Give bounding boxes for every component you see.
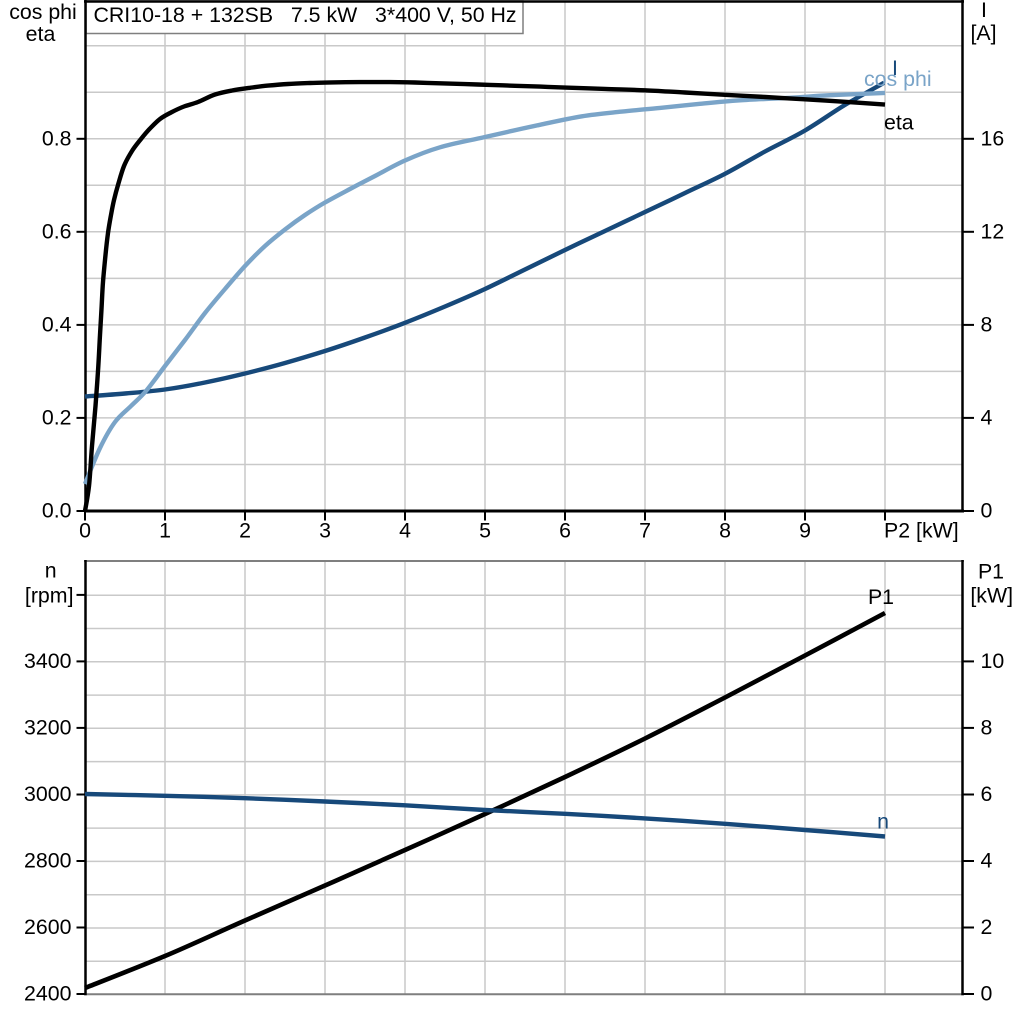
svg-text:2: 2: [239, 519, 251, 543]
svg-text:cos phi: cos phi: [864, 67, 932, 91]
svg-text:4: 4: [981, 406, 993, 430]
svg-text:1: 1: [159, 519, 171, 543]
svg-text:8: 8: [981, 313, 993, 337]
svg-text:[A]: [A]: [970, 21, 996, 45]
svg-text:8: 8: [719, 519, 731, 543]
svg-text:[rpm]: [rpm]: [25, 583, 74, 607]
svg-text:8: 8: [981, 715, 993, 739]
svg-text:12: 12: [981, 220, 1005, 244]
svg-text:9: 9: [799, 519, 811, 543]
svg-text:I: I: [892, 56, 898, 80]
svg-text:0.6: 0.6: [42, 220, 72, 244]
svg-text:0: 0: [79, 519, 91, 543]
svg-text:4: 4: [981, 848, 993, 872]
svg-text:0.0: 0.0: [42, 499, 72, 523]
svg-text:P1: P1: [868, 585, 894, 609]
svg-text:4: 4: [399, 519, 411, 543]
svg-text:10: 10: [981, 649, 1005, 673]
svg-text:[kW]: [kW]: [970, 584, 1013, 608]
svg-text:0.2: 0.2: [42, 406, 72, 430]
svg-text:3: 3: [319, 519, 331, 543]
svg-text:2: 2: [981, 915, 993, 939]
svg-text:cos phi: cos phi: [9, 0, 77, 24]
svg-text:2400: 2400: [24, 981, 72, 1005]
svg-text:5: 5: [479, 519, 491, 543]
svg-text:2800: 2800: [24, 848, 72, 872]
svg-text:7: 7: [639, 519, 651, 543]
svg-text:6: 6: [559, 519, 571, 543]
svg-text:P2 [kW]: P2 [kW]: [884, 519, 959, 543]
svg-text:n: n: [877, 809, 889, 833]
svg-text:0: 0: [981, 499, 993, 523]
svg-text:I: I: [981, 0, 987, 22]
svg-text:3400: 3400: [24, 649, 72, 673]
svg-text:0.8: 0.8: [42, 127, 72, 151]
svg-text:eta: eta: [26, 22, 56, 46]
svg-text:3200: 3200: [24, 715, 72, 739]
svg-text:P1: P1: [978, 560, 1004, 584]
svg-text:0.4: 0.4: [42, 313, 72, 337]
svg-text:0: 0: [981, 981, 993, 1005]
svg-text:3000: 3000: [24, 782, 72, 806]
svg-text:CRI10-18 + 132SB 7.5 kW 3*: CRI10-18 + 132SB 7.5 kW 3*400 V, 50 Hz: [94, 3, 517, 27]
svg-text:2600: 2600: [24, 915, 72, 939]
svg-text:eta: eta: [884, 111, 914, 135]
svg-text:6: 6: [981, 782, 993, 806]
svg-text:16: 16: [981, 127, 1005, 151]
svg-text:n: n: [45, 559, 57, 583]
